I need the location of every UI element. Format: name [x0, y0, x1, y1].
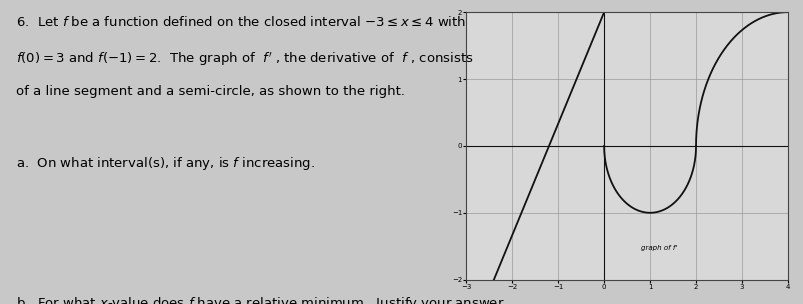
Text: 6.  Let $f$ be a function defined on the closed interval $-3\leq x\leq 4$ with: 6. Let $f$ be a function defined on the … [16, 15, 466, 29]
Text: b.  For what $x$-value does $f$ have a relative minimum.  Justify your answer.: b. For what $x$-value does $f$ have a re… [16, 295, 507, 304]
Text: a.  On what interval(s), if any, is $f$ increasing.: a. On what interval(s), if any, is $f$ i… [16, 155, 315, 172]
Text: of a line segment and a semi-circle, as shown to the right.: of a line segment and a semi-circle, as … [16, 85, 405, 98]
Text: graph of f': graph of f' [640, 245, 677, 250]
Text: $f(0)=3$ and $f(-1)=2$.  The graph of  $f'$ , the derivative of  $f$ , consists: $f(0)=3$ and $f(-1)=2$. The graph of $f'… [16, 50, 473, 68]
